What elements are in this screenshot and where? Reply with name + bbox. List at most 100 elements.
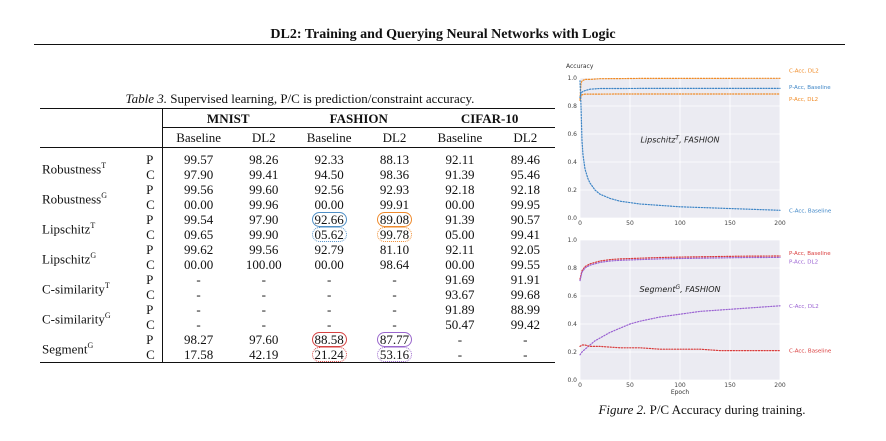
table-caption: Table 3. Supervised learning, P/C is pre… [40, 91, 560, 107]
table-cell: 21.24 [293, 347, 365, 363]
cell-value: 97.60 [249, 332, 279, 347]
table-row: C 17.58 42.19 21.24 53.16 - - [40, 347, 555, 363]
header-rule [34, 44, 845, 45]
table-cell: 98.36 [365, 167, 424, 182]
series-line [579, 256, 781, 282]
cell-value: 97.90 [183, 167, 214, 182]
cell-value: - [523, 332, 528, 347]
table-cell: - [365, 287, 424, 302]
chart-title: LipschitzT, FASHION [640, 134, 719, 144]
x-tick-label: 0 [578, 220, 582, 227]
metric-name: LipschitzT [40, 212, 142, 242]
cell-value: 99.56 [183, 182, 214, 197]
table-cell: 92.66 [293, 212, 365, 227]
metric-name: RobustnessG [40, 182, 142, 212]
y-tick-label: 0.6 [567, 293, 577, 300]
highlighted-value: 88.58 [311, 332, 347, 347]
prediction-marker: P [142, 212, 164, 227]
prediction-marker: P [142, 182, 164, 197]
metric-name: C-similarityT [40, 272, 142, 302]
training-curves-figure: 0.0 0.2 0.4 0.6 0.8 1.0 0 50 100 150 200 Accuracy Li… [566, 63, 832, 396]
series-label: P-Acc, DL2 [789, 97, 818, 103]
metric-superscript: G [101, 190, 108, 200]
cell-value: - [326, 317, 332, 332]
y-tick-label: 0.0 [567, 377, 577, 384]
table-cell: 92.05 [496, 242, 555, 257]
table-cell: 99.42 [496, 317, 555, 332]
cell-value: 92.93 [379, 182, 410, 197]
cell-value: - [457, 347, 463, 362]
table-cell: 99.57 [163, 152, 235, 167]
table-cell: 90.57 [496, 212, 555, 227]
table-cell: 92.18 [496, 182, 555, 197]
table-cell: 00.00 [163, 257, 235, 272]
table-cell: - [163, 302, 235, 317]
table-cell: 98.27 [163, 332, 235, 347]
metric-superscript: G [104, 310, 111, 320]
cell-value: 98.36 [379, 167, 410, 182]
metric-label: Lipschitz [42, 251, 91, 267]
cell-value: 99.96 [249, 197, 279, 212]
cell-value: - [392, 302, 397, 317]
prediction-marker: P [142, 152, 164, 167]
method-header: DL2 [495, 127, 555, 148]
x-tick-label: 200 [774, 382, 786, 389]
table-cell: 00.00 [293, 197, 365, 212]
x-tick-label: 200 [774, 220, 786, 227]
metric-label: C-similarity [42, 311, 105, 327]
table-cell: - [234, 287, 293, 302]
table-cell: 99.55 [496, 257, 555, 272]
table-cell: 92.79 [293, 242, 365, 257]
cell-value: - [457, 332, 463, 347]
dataset-header: FASHION [293, 108, 425, 128]
method-header: Baseline [162, 127, 235, 148]
table-row: C 97.90 99.41 94.50 98.36 91.39 95.46 [40, 167, 555, 182]
table-cell: 00.00 [424, 197, 496, 212]
table-cell: 92.56 [293, 182, 365, 197]
method-header: DL2 [364, 127, 425, 148]
cell-value: 89.46 [510, 152, 540, 167]
table-row: LipschitzG P 99.62 99.56 92.79 81.10 92.11 92.0… [40, 242, 555, 266]
series-line [579, 344, 781, 352]
table-cell: 97.60 [234, 332, 293, 347]
series-line [579, 77, 781, 100]
x-tick-label: 0 [578, 382, 582, 389]
cell-value: 98.27 [183, 332, 214, 347]
cell-value: 99.95 [510, 197, 540, 212]
table-cell: - [293, 317, 365, 332]
table-row: C-similarityT P - - - - 91.69 91.91 [40, 272, 555, 296]
table-cell: - [293, 272, 365, 287]
table-cell: 99.95 [496, 197, 555, 212]
table-cell: 09.65 [163, 227, 235, 242]
highlighted-value: 89.08 [376, 212, 413, 227]
metric-superscript: T [104, 280, 110, 290]
table-cell: 53.16 [364, 347, 425, 363]
table-row: C 00.00 100.00 00.00 98.64 00.00 99.55 [40, 257, 555, 272]
metric-superscript: G [90, 250, 97, 260]
table-cell: 94.50 [293, 167, 365, 182]
cell-value: - [326, 287, 332, 302]
cell-value: 99.57 [183, 152, 214, 167]
cell-value: 99.54 [183, 212, 214, 227]
cell-value: 100.00 [245, 257, 282, 272]
table-cell: 00.00 [293, 257, 365, 272]
chart-title: SegmentG, FASHION [639, 284, 720, 294]
cell-value: 00.00 [314, 257, 344, 272]
cell-value: 99.68 [510, 287, 540, 302]
table-cell: 99.91 [365, 197, 424, 212]
cell-value: 42.19 [249, 347, 279, 362]
metric-superscript: T [90, 220, 96, 230]
metric-label: Segment [42, 341, 88, 357]
constraint-marker: C [142, 347, 164, 363]
cell-value: 91.39 [445, 212, 475, 227]
series-label: P-Acc, Baseline [789, 251, 831, 257]
cell-value: 99.41 [510, 227, 540, 242]
series-label: P-Acc, Baseline [789, 85, 831, 91]
table-cell: 88.58 [293, 332, 365, 347]
table-cell: 99.60 [234, 182, 293, 197]
method-header: Baseline [424, 127, 496, 148]
table-cell: - [163, 287, 235, 302]
y-tick-label: 0.8 [567, 265, 577, 272]
x-tick-label: 100 [674, 220, 686, 227]
table-cell: 99.90 [234, 227, 293, 242]
